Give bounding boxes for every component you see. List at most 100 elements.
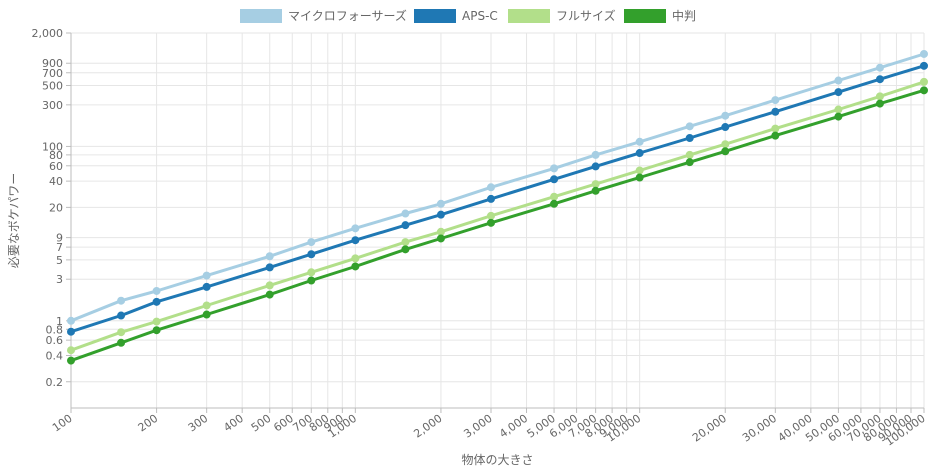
- data-point[interactable]: [834, 112, 843, 121]
- legend-swatch: [240, 9, 282, 23]
- data-point[interactable]: [152, 317, 161, 326]
- data-point[interactable]: [550, 199, 559, 208]
- data-point[interactable]: [152, 297, 161, 306]
- data-point[interactable]: [834, 105, 843, 114]
- legend-label: マイクロフォーサーズ: [288, 8, 407, 23]
- data-point[interactable]: [685, 150, 694, 159]
- y-tick-label: 0.8: [46, 323, 64, 336]
- data-point[interactable]: [351, 224, 360, 233]
- data-point[interactable]: [486, 218, 495, 227]
- data-point[interactable]: [307, 276, 316, 285]
- data-point[interactable]: [635, 173, 644, 182]
- data-point[interactable]: [265, 281, 274, 290]
- data-point[interactable]: [436, 227, 445, 236]
- data-point[interactable]: [635, 149, 644, 158]
- y-tick-label: 700: [42, 67, 63, 80]
- legend-item[interactable]: マイクロフォーサーズ: [240, 8, 407, 23]
- data-point[interactable]: [920, 77, 928, 86]
- data-point[interactable]: [202, 282, 211, 291]
- data-point[interactable]: [771, 124, 780, 133]
- data-point[interactable]: [550, 164, 559, 173]
- y-tick-label: 7: [56, 241, 63, 254]
- data-point[interactable]: [591, 180, 600, 189]
- data-point[interactable]: [771, 96, 780, 105]
- y-tick-label: 80: [49, 149, 63, 162]
- data-point[interactable]: [202, 301, 211, 310]
- data-point[interactable]: [351, 262, 360, 271]
- data-point[interactable]: [875, 99, 884, 108]
- data-point[interactable]: [152, 286, 161, 295]
- legend: マイクロフォーサーズ APS-C フルサイズ 中判: [240, 8, 696, 23]
- legend-item[interactable]: APS-C: [414, 9, 498, 23]
- data-point[interactable]: [401, 245, 410, 254]
- data-point[interactable]: [685, 122, 694, 131]
- data-point[interactable]: [920, 61, 928, 70]
- data-point[interactable]: [721, 147, 730, 156]
- x-tick-label: 100: [50, 412, 75, 435]
- data-point[interactable]: [685, 158, 694, 167]
- data-point[interactable]: [265, 252, 274, 261]
- data-point[interactable]: [202, 271, 211, 280]
- data-point[interactable]: [591, 150, 600, 159]
- data-point[interactable]: [436, 234, 445, 243]
- data-point[interactable]: [721, 123, 730, 132]
- legend-item[interactable]: フルサイズ: [508, 8, 616, 23]
- data-point[interactable]: [771, 107, 780, 116]
- y-tick-label: 500: [42, 79, 63, 92]
- data-point[interactable]: [486, 211, 495, 220]
- data-point[interactable]: [117, 328, 126, 337]
- data-point[interactable]: [202, 310, 211, 319]
- data-point[interactable]: [307, 238, 316, 247]
- series-line: [70, 88, 925, 363]
- data-point[interactable]: [265, 263, 274, 272]
- data-point[interactable]: [875, 63, 884, 72]
- data-point[interactable]: [401, 238, 410, 247]
- data-point[interactable]: [401, 209, 410, 218]
- legend-label: 中判: [672, 8, 696, 23]
- data-point[interactable]: [307, 268, 316, 277]
- data-point[interactable]: [436, 199, 445, 208]
- data-point[interactable]: [351, 236, 360, 245]
- data-point[interactable]: [265, 290, 274, 299]
- data-point[interactable]: [351, 254, 360, 263]
- data-point[interactable]: [834, 76, 843, 85]
- data-point[interactable]: [486, 183, 495, 192]
- data-point[interactable]: [67, 327, 75, 336]
- data-point[interactable]: [685, 133, 694, 142]
- data-point[interactable]: [117, 296, 126, 305]
- data-point[interactable]: [591, 186, 600, 195]
- y-tick-label: 0.6: [46, 334, 64, 347]
- data-point[interactable]: [67, 316, 75, 325]
- data-point[interactable]: [920, 86, 928, 95]
- data-point[interactable]: [67, 346, 75, 355]
- y-tick-label: 0.2: [46, 376, 64, 389]
- legend-item[interactable]: 中判: [624, 8, 696, 23]
- data-point[interactable]: [117, 338, 126, 347]
- y-tick-label: 40: [49, 175, 63, 188]
- data-point[interactable]: [875, 92, 884, 101]
- data-point[interactable]: [307, 250, 316, 259]
- series-1: [67, 61, 928, 336]
- data-point[interactable]: [591, 162, 600, 171]
- data-point[interactable]: [401, 221, 410, 230]
- data-point[interactable]: [721, 140, 730, 149]
- data-point[interactable]: [550, 192, 559, 201]
- data-point[interactable]: [436, 210, 445, 219]
- data-point[interactable]: [152, 326, 161, 335]
- data-point[interactable]: [635, 137, 644, 146]
- data-point[interactable]: [721, 111, 730, 120]
- data-point[interactable]: [117, 311, 126, 320]
- data-point[interactable]: [834, 88, 843, 97]
- y-tick-label: 20: [49, 201, 63, 214]
- data-point[interactable]: [486, 194, 495, 203]
- y-tick-label: 100: [42, 140, 63, 153]
- data-point[interactable]: [67, 356, 75, 365]
- data-point[interactable]: [920, 49, 928, 58]
- y-tick-label: 60: [49, 160, 63, 173]
- data-point[interactable]: [771, 131, 780, 140]
- data-point[interactable]: [635, 166, 644, 175]
- data-point[interactable]: [550, 175, 559, 184]
- data-point[interactable]: [875, 75, 884, 84]
